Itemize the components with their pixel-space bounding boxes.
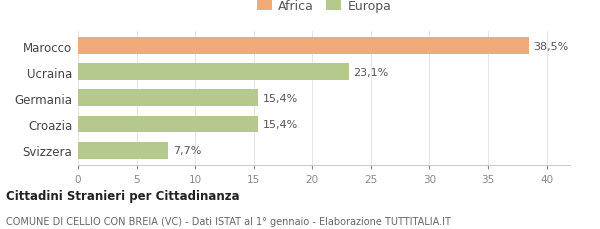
Bar xyxy=(78,90,259,107)
Text: 15,4%: 15,4% xyxy=(263,120,298,129)
Bar xyxy=(78,116,259,133)
Bar xyxy=(78,142,168,159)
Text: 23,1%: 23,1% xyxy=(353,68,389,77)
Bar xyxy=(78,64,349,81)
Bar xyxy=(78,38,529,55)
Text: 15,4%: 15,4% xyxy=(263,93,298,104)
Text: Cittadini Stranieri per Cittadinanza: Cittadini Stranieri per Cittadinanza xyxy=(6,189,239,202)
Legend: Africa, Europa: Africa, Europa xyxy=(254,0,394,15)
Text: 7,7%: 7,7% xyxy=(173,145,201,155)
Text: 38,5%: 38,5% xyxy=(533,41,569,52)
Text: COMUNE DI CELLIO CON BREIA (VC) - Dati ISTAT al 1° gennaio - Elaborazione TUTTIT: COMUNE DI CELLIO CON BREIA (VC) - Dati I… xyxy=(6,216,451,226)
